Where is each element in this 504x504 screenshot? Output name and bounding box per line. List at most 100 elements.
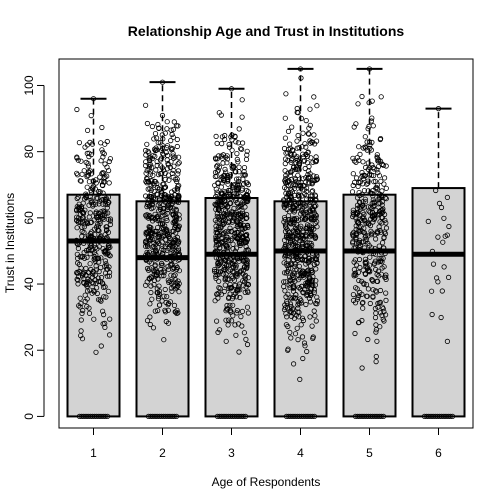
- data-point: [374, 338, 380, 344]
- data-point: [159, 145, 166, 152]
- data-point: [383, 196, 389, 202]
- data-point: [380, 306, 386, 312]
- data-point: [381, 235, 387, 241]
- data-point: [298, 115, 304, 122]
- data-point: [148, 283, 154, 289]
- data-point: [168, 145, 174, 151]
- y-tick-label: 100: [22, 75, 36, 95]
- data-point: [224, 245, 230, 251]
- data-point: [374, 152, 380, 158]
- data-point: [148, 206, 155, 212]
- data-point: [219, 203, 225, 210]
- data-point: [171, 273, 177, 279]
- data-point: [309, 206, 315, 212]
- data-point: [292, 177, 299, 183]
- data-point: [217, 327, 223, 333]
- data-point: [313, 203, 319, 209]
- data-point: [354, 202, 361, 208]
- data-point: [78, 328, 84, 334]
- data-point: [442, 233, 448, 239]
- data-point: [228, 200, 234, 206]
- data-point: [295, 193, 301, 199]
- data-point: [283, 249, 289, 255]
- data-point: [376, 195, 382, 201]
- data-point: [101, 311, 107, 318]
- data-point: [97, 220, 103, 227]
- data-point: [359, 365, 365, 371]
- data-point: [310, 159, 316, 165]
- data-point: [162, 184, 168, 190]
- data-point: [287, 295, 293, 301]
- data-point: [287, 329, 293, 335]
- data-point: [230, 209, 236, 215]
- data-point: [224, 156, 231, 162]
- data-point: [217, 245, 223, 251]
- data-point: [378, 250, 385, 256]
- data-point: [77, 238, 83, 244]
- data-point: [352, 210, 358, 216]
- data-point: [170, 174, 176, 180]
- data-point: [290, 250, 296, 256]
- data-point: [381, 308, 387, 315]
- data-point: [160, 251, 166, 257]
- data-point: [311, 178, 317, 184]
- data-point: [88, 189, 95, 195]
- data-point: [78, 178, 84, 184]
- data-point: [368, 118, 374, 124]
- data-point: [143, 212, 149, 218]
- data-point: [312, 197, 319, 204]
- data-point: [298, 199, 304, 206]
- data-point: [362, 196, 368, 202]
- data-point: [230, 302, 236, 308]
- data-point: [305, 168, 311, 174]
- data-point: [176, 248, 182, 254]
- data-point: [245, 289, 251, 295]
- data-point: [165, 160, 171, 167]
- data-point: [171, 119, 177, 125]
- data-point: [285, 266, 292, 272]
- data-point: [219, 155, 225, 161]
- data-point: [311, 132, 317, 138]
- data-point: [174, 143, 180, 150]
- data-point: [372, 305, 378, 312]
- data-point: [224, 302, 230, 309]
- data-point: [365, 233, 371, 239]
- data-point: [351, 266, 357, 273]
- data-point: [296, 167, 302, 173]
- data-point: [173, 413, 180, 419]
- data-point: [307, 196, 313, 202]
- data-point: [283, 175, 289, 182]
- points-1: [73, 96, 114, 419]
- data-point: [230, 185, 236, 191]
- data-point: [234, 310, 240, 316]
- data-point: [83, 159, 89, 165]
- data-point: [227, 253, 233, 259]
- data-point: [106, 180, 112, 186]
- data-point: [214, 156, 220, 162]
- data-point: [360, 145, 366, 151]
- data-point: [234, 235, 240, 241]
- data-point: [375, 259, 382, 265]
- data-point: [309, 413, 315, 419]
- data-point: [313, 250, 320, 256]
- data-point: [244, 341, 251, 348]
- data-point: [373, 358, 379, 365]
- data-point: [165, 277, 171, 283]
- data-point: [288, 187, 295, 193]
- data-point: [93, 280, 99, 286]
- data-point: [282, 115, 288, 121]
- data-point: [76, 219, 82, 225]
- data-point: [233, 139, 239, 145]
- data-point: [285, 243, 291, 249]
- data-point: [219, 180, 226, 186]
- data-point: [303, 301, 309, 308]
- data-point: [174, 310, 180, 316]
- data-point: [223, 229, 229, 235]
- data-point: [285, 213, 291, 219]
- data-point: [147, 186, 153, 192]
- data-point: [366, 221, 372, 227]
- data-point: [230, 253, 236, 259]
- data-point: [99, 124, 105, 131]
- data-point: [309, 323, 315, 329]
- data-point: [367, 268, 373, 274]
